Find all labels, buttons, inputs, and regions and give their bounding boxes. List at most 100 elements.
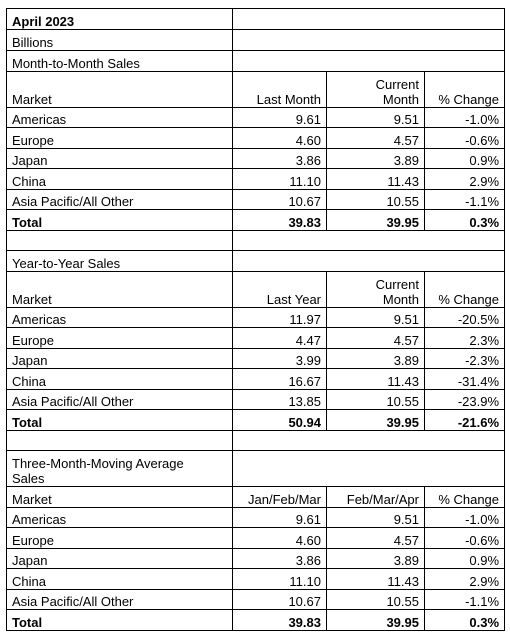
value-cell-text: -2.3% bbox=[465, 353, 500, 368]
column-header: Current Month bbox=[326, 270, 425, 308]
value-cell: -2.3% bbox=[423, 347, 506, 369]
table-row: Total 39.83 39.95 0.3% bbox=[6, 209, 506, 231]
column-header: Market bbox=[6, 486, 233, 508]
empty-cell bbox=[231, 8, 506, 30]
market-cell-text: Japan bbox=[12, 153, 48, 168]
table-row: Americas 9.61 9.51 -1.0% bbox=[6, 506, 506, 528]
total-value: 39.83 bbox=[232, 209, 327, 231]
total-value: -21.6% bbox=[423, 409, 506, 431]
market-cell: Europe bbox=[6, 327, 233, 349]
market-cell: Japan bbox=[6, 347, 233, 369]
market-cell: Europe bbox=[6, 527, 233, 549]
total-value: 39.95 bbox=[326, 209, 425, 231]
value-cell-text: 11.10 bbox=[289, 173, 321, 189]
total-value: 39.95 bbox=[326, 409, 425, 431]
table-row: Europe 4.60 4.57 -0.6% bbox=[6, 127, 506, 149]
market-cell: China bbox=[6, 568, 233, 590]
value-cell: 0.9% bbox=[423, 547, 506, 569]
value-cell-text: -1.1% bbox=[465, 594, 500, 609]
value-cell: 0.9% bbox=[423, 147, 506, 169]
value-cell-text: 3.86 bbox=[295, 553, 321, 568]
table-row: China 11.10 11.43 2.9% bbox=[6, 568, 506, 590]
total-value-text: 39.95 bbox=[386, 614, 419, 630]
value-cell: 9.51 bbox=[326, 306, 425, 328]
value-cell: 4.57 bbox=[326, 327, 425, 349]
section-title: Year-to-Year Sales bbox=[6, 250, 233, 272]
total-label-text: Total bbox=[12, 214, 43, 230]
table-row: Asia Pacific/All Other 13.85 10.55 -23.9% bbox=[6, 388, 506, 410]
total-value: 0.3% bbox=[423, 609, 506, 631]
column-header: Market bbox=[6, 70, 233, 108]
table-row bbox=[6, 429, 506, 451]
total-value-text: 0.3% bbox=[469, 614, 500, 630]
value-cell-text: 2.3% bbox=[469, 332, 500, 348]
column-header-text: Current Month bbox=[375, 76, 419, 107]
market-cell: Asia Pacific/All Other bbox=[6, 188, 233, 210]
value-cell-text: 10.55 bbox=[386, 394, 419, 409]
total-value-text: 39.83 bbox=[288, 614, 321, 630]
table-row: Japan 3.99 3.89 -2.3% bbox=[6, 347, 506, 369]
value-cell-text: 3.86 bbox=[295, 153, 321, 168]
value-cell-text: -31.4% bbox=[457, 373, 500, 389]
column-header: Market bbox=[6, 270, 233, 308]
value-cell-text: 4.60 bbox=[295, 532, 321, 548]
section-title-text: Month-to-Month Sales bbox=[12, 55, 140, 71]
value-cell: 3.89 bbox=[326, 147, 425, 169]
market-cell-text: Japan bbox=[12, 353, 48, 368]
value-cell: 3.89 bbox=[326, 347, 425, 369]
market-cell-text: China bbox=[12, 573, 46, 589]
value-cell-text: 11.43 bbox=[387, 373, 419, 389]
value-cell: 3.89 bbox=[326, 547, 425, 569]
value-cell-text: 3.89 bbox=[393, 153, 419, 168]
market-cell-text: Japan bbox=[12, 553, 48, 568]
sales-table: April 2023 Billions Month-to-Month Sales Ma… bbox=[6, 8, 506, 631]
section-title-text: Year-to-Year Sales bbox=[12, 255, 121, 271]
value-cell-text: 13.85 bbox=[288, 394, 321, 409]
report-title-text: April 2023 bbox=[12, 14, 75, 29]
value-cell-text: -20.5% bbox=[457, 312, 500, 327]
column-header-text: Market bbox=[12, 91, 52, 107]
market-cell-text: Europe bbox=[12, 132, 54, 148]
column-header-text: Market bbox=[12, 291, 52, 307]
column-header: % Change bbox=[423, 486, 506, 508]
total-value-text: 39.95 bbox=[386, 214, 419, 230]
value-cell: 4.60 bbox=[232, 127, 327, 149]
market-cell: China bbox=[6, 368, 233, 390]
total-label-text: Total bbox=[12, 614, 43, 630]
value-cell: 10.67 bbox=[232, 588, 327, 610]
column-header-text: % Change bbox=[438, 291, 500, 307]
section-title: Month-to-Month Sales bbox=[6, 50, 233, 72]
market-cell-text: Americas bbox=[12, 312, 67, 327]
report-title: April 2023 bbox=[6, 8, 233, 30]
value-cell-text: 11.43 bbox=[387, 173, 419, 189]
value-cell-text: 4.57 bbox=[393, 132, 419, 148]
value-cell-text: 4.57 bbox=[393, 532, 419, 548]
column-header: % Change bbox=[423, 70, 506, 108]
value-cell-text: 3.99 bbox=[295, 353, 321, 368]
value-cell: -1.1% bbox=[423, 188, 506, 210]
value-cell-text: 0.9% bbox=[469, 553, 500, 568]
value-cell: -1.0% bbox=[423, 106, 506, 128]
value-cell: 3.86 bbox=[232, 147, 327, 169]
market-cell-text: China bbox=[12, 173, 46, 189]
column-header-text: Last Year bbox=[266, 291, 321, 307]
table-row: Europe 4.47 4.57 2.3% bbox=[6, 327, 506, 349]
total-value-text: -21.6% bbox=[457, 414, 500, 430]
market-cell-text: Asia Pacific/All Other bbox=[12, 594, 134, 609]
value-cell: 9.61 bbox=[232, 506, 327, 528]
value-cell: -0.6% bbox=[423, 127, 506, 149]
value-cell-text: -1.0% bbox=[465, 112, 500, 127]
empty-cell bbox=[231, 50, 506, 72]
value-cell-text: 9.51 bbox=[393, 112, 419, 127]
table-row: Asia Pacific/All Other 10.67 10.55 -1.1% bbox=[6, 588, 506, 610]
column-header: Jan/Feb/Mar bbox=[232, 486, 327, 508]
value-cell-text: -0.6% bbox=[465, 132, 500, 148]
total-value-text: 0.3% bbox=[469, 214, 500, 230]
value-cell-text: 4.60 bbox=[295, 132, 321, 148]
value-cell: 2.9% bbox=[423, 168, 506, 190]
table-row: Year-to-Year Sales bbox=[6, 250, 506, 272]
market-cell-text: Europe bbox=[12, 532, 54, 548]
value-cell: -1.0% bbox=[423, 506, 506, 528]
value-cell-text: 0.9% bbox=[469, 153, 500, 168]
